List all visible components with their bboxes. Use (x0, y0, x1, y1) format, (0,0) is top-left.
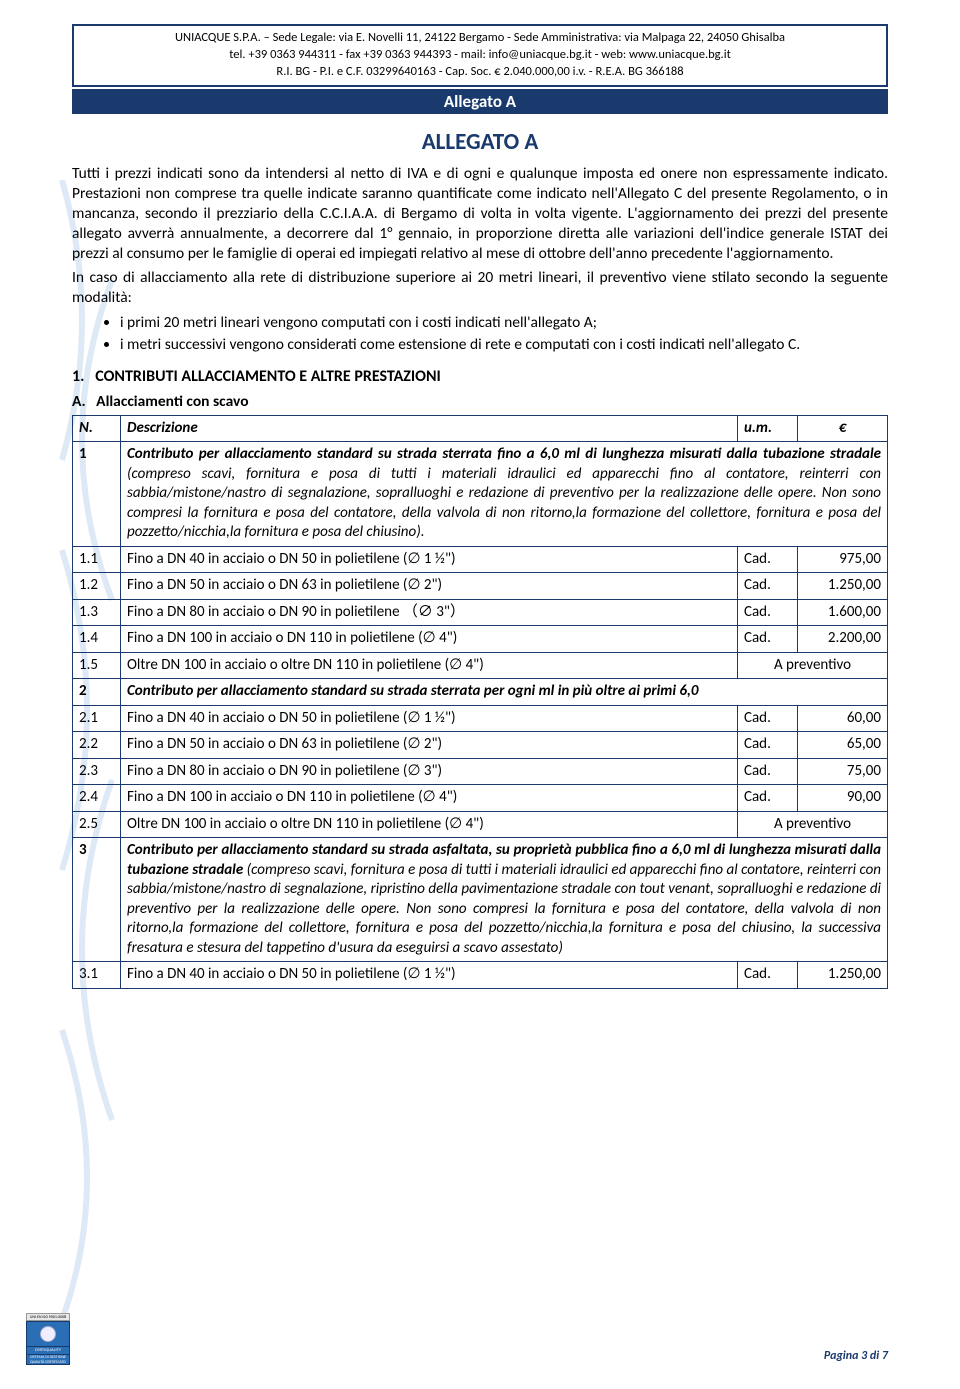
cell-eur: 60,00 (798, 705, 888, 732)
col-desc: Descrizione (121, 415, 738, 442)
cell-um: Cad. (738, 962, 798, 989)
letterhead-line2: tel. +39 0363 944311 - fax +39 0363 9443… (82, 47, 878, 64)
table-row: 2.5Oltre DN 100 in acciaio o oltre DN 11… (73, 811, 888, 838)
cell-desc: Fino a DN 100 in acciaio o DN 110 in pol… (121, 626, 738, 653)
cell-n: 2.1 (73, 705, 121, 732)
cell-um: Cad. (738, 573, 798, 600)
cell-desc-span: Contributo per allacciamento standard su… (121, 838, 888, 962)
certification-badge: UNI EN ISO 9001:2008 CERTIQUALITY SISTEM… (26, 1313, 70, 1369)
cell-merged-value: A preventivo (738, 811, 888, 838)
table-header-row: N. Descrizione u.m. € (73, 415, 888, 442)
cell-merged-value: A preventivo (738, 652, 888, 679)
section-number: 1. (72, 367, 84, 386)
cell-desc: Fino a DN 40 in acciaio o DN 50 in polie… (121, 962, 738, 989)
intro-paragraph-2: In caso di allacciamento alla rete di di… (72, 268, 888, 308)
cell-n: 2.5 (73, 811, 121, 838)
cell-eur: 1.600,00 (798, 599, 888, 626)
table-row: 3Contributo per allacciamento standard s… (73, 838, 888, 962)
bullet-item: i primi 20 metri lineari vengono computa… (120, 313, 888, 333)
letterhead-line3: R.I. BG - P.I. e C.F. 03299640163 - Cap.… (82, 64, 878, 81)
page: UNIACQUE S.P.A. – Sede Legale: via E. No… (0, 0, 960, 1389)
letterhead: UNIACQUE S.P.A. – Sede Legale: via E. No… (72, 24, 888, 87)
subsection-a-heading: A. Allacciamenti con scavo (72, 392, 888, 411)
table-row: 1.1Fino a DN 40 in acciaio o DN 50 in po… (73, 546, 888, 573)
cell-desc: Fino a DN 50 in acciaio o DN 63 in polie… (121, 732, 738, 759)
table-row: 2Contributo per allacciamento standard s… (73, 679, 888, 706)
cell-eur: 90,00 (798, 785, 888, 812)
bullet-item: i metri successivi vengono considerati c… (120, 335, 888, 355)
table-row: 1.3Fino a DN 80 in acciaio o DN 90 in po… (73, 599, 888, 626)
cell-eur: 1.250,00 (798, 962, 888, 989)
cell-desc-span: Contributo per allacciamento standard su… (121, 679, 888, 706)
cell-n: 1.5 (73, 652, 121, 679)
table-row: 1.2Fino a DN 50 in acciaio o DN 63 in po… (73, 573, 888, 600)
price-table: N. Descrizione u.m. € 1Contributo per al… (72, 415, 888, 989)
table-row: 2.4Fino a DN 100 in acciaio o DN 110 in … (73, 785, 888, 812)
cell-um: Cad. (738, 785, 798, 812)
table-row: 1.4Fino a DN 100 in acciaio o DN 110 in … (73, 626, 888, 653)
subsection-title: Allacciamenti con scavo (96, 392, 248, 411)
cell-n: 1.3 (73, 599, 121, 626)
cell-eur: 65,00 (798, 732, 888, 759)
page-footer: Pagina 3 di 7 (824, 1349, 888, 1363)
cell-eur: 1.250,00 (798, 573, 888, 600)
table-row: 2.1Fino a DN 40 in acciaio o DN 50 in po… (73, 705, 888, 732)
table-row: 2.3Fino a DN 80 in acciaio o DN 90 in po… (73, 758, 888, 785)
cell-um: Cad. (738, 626, 798, 653)
col-eur: € (798, 415, 888, 442)
col-um: u.m. (738, 415, 798, 442)
cell-n: 2.4 (73, 785, 121, 812)
cell-um: Cad. (738, 758, 798, 785)
cell-um: Cad. (738, 705, 798, 732)
cell-desc: Fino a DN 50 in acciaio o DN 63 in polie… (121, 573, 738, 600)
cell-desc: Fino a DN 40 in acciaio o DN 50 in polie… (121, 705, 738, 732)
letterhead-line1: UNIACQUE S.P.A. – Sede Legale: via E. No… (82, 30, 878, 47)
subsection-letter: A. (72, 392, 86, 411)
cell-n: 1 (73, 442, 121, 547)
cell-desc: Oltre DN 100 in acciaio o oltre DN 110 i… (121, 811, 738, 838)
cell-n: 2.3 (73, 758, 121, 785)
col-n: N. (73, 415, 121, 442)
cell-n: 2 (73, 679, 121, 706)
cell-n: 1.1 (73, 546, 121, 573)
cell-um: Cad. (738, 732, 798, 759)
bullet-list: i primi 20 metri lineari vengono computa… (72, 313, 888, 355)
cell-desc-span: Contributo per allacciamento standard su… (121, 442, 888, 547)
intro-paragraph-1: Tutti i prezzi indicati sono da intender… (72, 164, 888, 265)
table-row: 3.1Fino a DN 40 in acciaio o DN 50 in po… (73, 962, 888, 989)
table-row: 2.2Fino a DN 50 in acciaio o DN 63 in po… (73, 732, 888, 759)
cell-eur: 2.200,00 (798, 626, 888, 653)
document-title: ALLEGATO A (72, 128, 888, 156)
cell-desc: Fino a DN 80 in acciaio o DN 90 in polie… (121, 599, 738, 626)
cell-n: 3.1 (73, 962, 121, 989)
table-row: 1.5Oltre DN 100 in acciaio o oltre DN 11… (73, 652, 888, 679)
cell-n: 1.4 (73, 626, 121, 653)
cell-desc: Oltre DN 100 in acciaio o oltre DN 110 i… (121, 652, 738, 679)
cell-um: Cad. (738, 599, 798, 626)
allegato-banner: Allegato A (72, 89, 888, 114)
table-row: 1Contributo per allacciamento standard s… (73, 442, 888, 547)
cell-um: Cad. (738, 546, 798, 573)
cell-n: 1.2 (73, 573, 121, 600)
cell-eur: 975,00 (798, 546, 888, 573)
section-title: CONTRIBUTI ALLACCIAMENTO E ALTRE PRESTAZ… (95, 367, 441, 386)
cell-n: 3 (73, 838, 121, 962)
cell-desc: Fino a DN 40 in acciaio o DN 50 in polie… (121, 546, 738, 573)
cell-n: 2.2 (73, 732, 121, 759)
cell-desc: Fino a DN 80 in acciaio o DN 90 in polie… (121, 758, 738, 785)
section-1-heading: 1. CONTRIBUTI ALLACCIAMENTO E ALTRE PRES… (72, 367, 888, 386)
cell-eur: 75,00 (798, 758, 888, 785)
cell-desc: Fino a DN 100 in acciaio o DN 110 in pol… (121, 785, 738, 812)
